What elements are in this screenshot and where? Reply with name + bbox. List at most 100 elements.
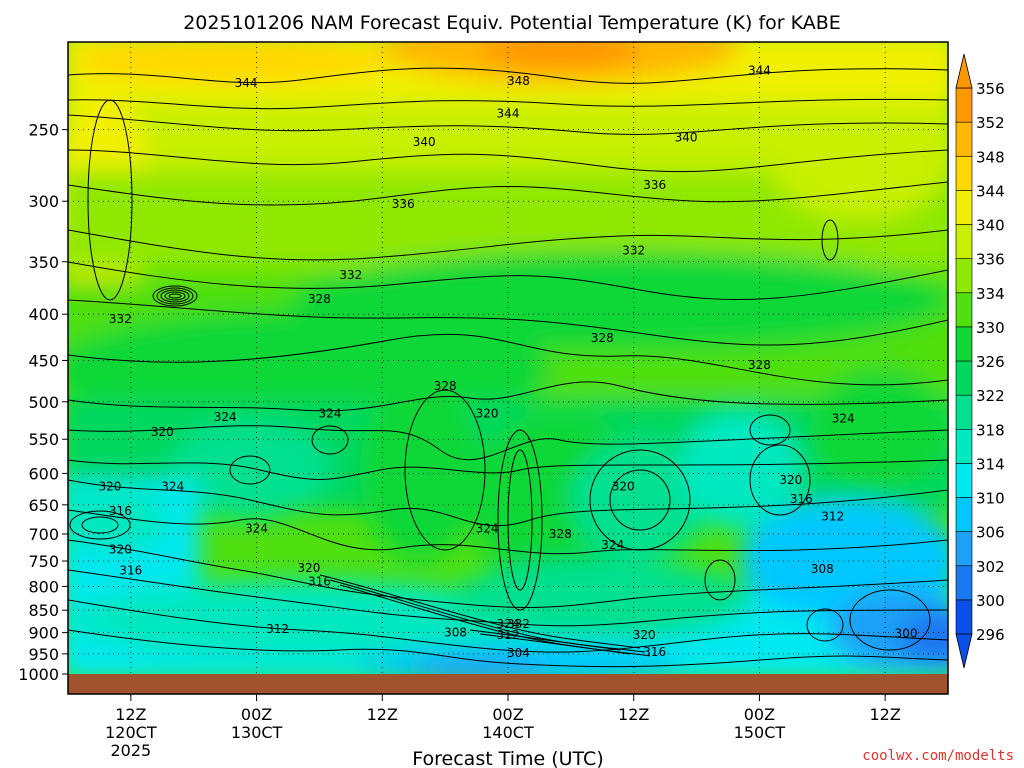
contour-label: 320: [633, 628, 656, 642]
contour-label: 332: [109, 312, 132, 326]
x-axis-title: Forecast Time (UTC): [412, 748, 603, 768]
grid: [68, 42, 948, 674]
contour-label: 324: [497, 617, 520, 631]
colorbar-segment: [955, 531, 973, 567]
ground-below-surface: [68, 674, 948, 694]
y-tick-label: 750: [28, 552, 59, 571]
colorbar-tick-label: 310: [976, 490, 1005, 508]
colorbar-segment: [955, 326, 973, 362]
x-tick-label: 12Z: [869, 705, 900, 724]
contour-label: 328: [308, 292, 331, 306]
colorbar-segment: [955, 394, 973, 430]
y-tick-label: 500: [28, 393, 59, 412]
chart-title: 2025101206 NAM Forecast Equiv. Potential…: [183, 12, 841, 34]
contour-label: 328: [748, 358, 771, 372]
colorbar-tick-label: 302: [976, 558, 1005, 576]
colorbar-segment: [955, 360, 973, 396]
colorbar-segment: [955, 155, 973, 191]
x-tick-label: 00Z: [241, 705, 272, 724]
y-tick-label: 250: [28, 121, 59, 140]
y-tick-label: 650: [28, 496, 59, 515]
contour-label: 324: [161, 479, 184, 493]
contour-label: 316: [643, 645, 666, 659]
y-tick-label: 400: [28, 305, 59, 324]
colorbar-extend-bottom: [955, 633, 973, 669]
plot-area: 344 348 344 344 340 340 336 336 332 332 332 328 328 3…: [68, 42, 948, 674]
y-tick-label: 700: [28, 525, 59, 544]
colorbar-tick-label: 340: [976, 217, 1005, 235]
contour-label: 316: [790, 492, 813, 506]
contour-label: 344: [748, 63, 771, 77]
y-tick-label: 550: [28, 430, 59, 449]
contour-label: 340: [413, 135, 436, 149]
contour-label: 320: [297, 561, 320, 575]
colorbar-extend-top: [955, 53, 973, 89]
equivalent-potential-temperature-field: [68, 42, 948, 674]
contour-label: 344: [497, 107, 520, 121]
contour-label: 324: [245, 521, 268, 535]
contour-label: 340: [675, 130, 698, 144]
colorbar-tick-label: 306: [976, 524, 1005, 542]
contour-label: 312: [497, 628, 520, 642]
x-tick-year: 2025: [110, 741, 151, 760]
colorbar: 296 300 302 306 310 314 318 322 326 330 334 336 340 3…: [955, 53, 1005, 669]
tight-contour-cluster: [152, 285, 198, 307]
contour-label: 328: [434, 379, 457, 393]
colorbar-tick-label: 348: [976, 148, 1005, 166]
contour-label: 304: [507, 646, 530, 660]
contour-lines: [68, 67, 948, 668]
contour-label: 324: [832, 412, 855, 426]
colorbar-tick-label: 318: [976, 421, 1005, 439]
contour-label: 320: [612, 479, 635, 493]
contour-label: 332: [622, 243, 645, 257]
x-tick-label: 12Z: [367, 705, 398, 724]
y-tick-label: 900: [28, 624, 59, 643]
contour-label: 344: [235, 76, 258, 90]
colorbar-tick-label: 352: [976, 114, 1005, 132]
colorbar-segment: [955, 87, 973, 123]
y-tick-label: 850: [28, 601, 59, 620]
x-tick-label: 12Z: [115, 705, 146, 724]
colorbar-tick-label: 336: [976, 251, 1005, 269]
colorbar-tick-label: 296: [976, 626, 1005, 644]
y-tick-label: 300: [28, 192, 59, 211]
colorbar-segment: [955, 463, 973, 498]
y-tick-label: 350: [28, 253, 59, 272]
contour-label: 320: [476, 406, 499, 420]
colorbar-tick-label: 344: [976, 182, 1005, 200]
contour-label: 328: [549, 527, 572, 541]
x-tick-label: 00Z: [492, 705, 523, 724]
contour-label: 308: [444, 626, 467, 640]
x-tick-date: 120CT: [105, 723, 157, 742]
contour-label: 348: [507, 74, 530, 88]
contour-labels: 344 348 344 344 340 340 336 336 332 332 332 328 328 3…: [98, 63, 918, 660]
contour-label: 320: [109, 542, 132, 556]
colorbar-segment: [955, 599, 973, 635]
y-tick-label: 450: [28, 351, 59, 370]
colorbar-segment: [955, 428, 973, 464]
colorbar-tick-label: 330: [976, 319, 1005, 337]
contour-label: 300: [895, 626, 918, 640]
contour-label: 336: [643, 178, 666, 192]
colorbar-tick-label: 322: [976, 387, 1005, 405]
colorbar-tick-label: 314: [976, 455, 1005, 473]
y-tick-label: 950: [28, 645, 59, 664]
contour-label: 308: [811, 562, 834, 576]
contour-label: 320: [151, 425, 174, 439]
x-tick-date: 150CT: [734, 723, 786, 742]
contour-label: 324: [214, 410, 237, 424]
contour-label: 324: [601, 538, 624, 552]
colorbar-tick-label: 326: [976, 353, 1005, 371]
colorbar-segment: [955, 258, 973, 294]
y-tick-label: 800: [28, 577, 59, 596]
contour-label: 316: [109, 504, 132, 518]
x-tick-date: 130CT: [231, 723, 283, 742]
colorbar-tick-label: 356: [976, 80, 1005, 98]
colorbar-segment: [955, 121, 973, 157]
x-tick-date: 140CT: [482, 723, 534, 742]
contour-label: 312: [266, 622, 289, 636]
contour-label: 320: [98, 479, 121, 493]
colorbar-tick-label: 300: [976, 592, 1005, 610]
y-tick-label: 600: [28, 464, 59, 483]
